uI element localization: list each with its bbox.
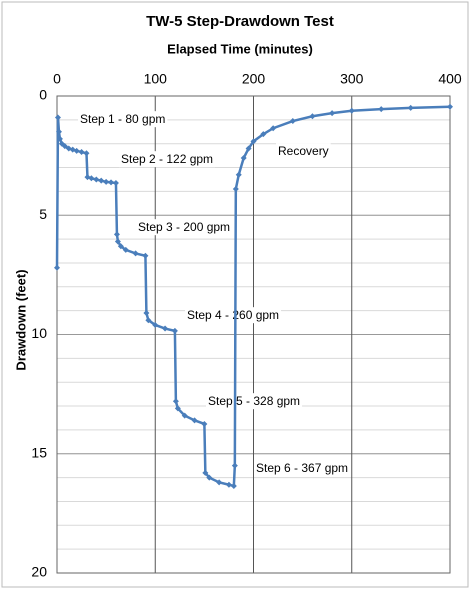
- data-point: [54, 264, 60, 271]
- data-point: [117, 243, 124, 250]
- y-tick-label: 15: [31, 444, 47, 460]
- data-point: [216, 479, 223, 486]
- annotation: Step 3 - 200 gpm: [138, 220, 230, 234]
- data-point: [191, 417, 198, 424]
- data-point: [93, 176, 100, 183]
- y-tick-label: 10: [31, 325, 47, 341]
- data-point: [231, 462, 238, 469]
- x-tick-label: 300: [340, 71, 364, 87]
- data-point: [172, 398, 179, 405]
- data-point: [145, 317, 152, 324]
- data-point: [113, 231, 120, 238]
- x-tick-label: 100: [144, 71, 168, 87]
- chart-title: TW-5 Step-Drawdown Test: [146, 13, 334, 30]
- x-tick-label: 200: [242, 71, 266, 87]
- data-point: [98, 177, 105, 184]
- data-point: [73, 147, 80, 154]
- data-point: [56, 135, 63, 142]
- data-point: [348, 107, 355, 114]
- y-tick-label: 5: [39, 206, 47, 222]
- annotation-bg: [254, 460, 351, 477]
- data-point: [407, 104, 414, 111]
- data-point: [202, 469, 209, 476]
- annotation-bg: [276, 143, 331, 160]
- data-point: [232, 186, 239, 193]
- annotation-bg: [206, 393, 303, 410]
- annotation-bg: [185, 307, 282, 324]
- x-tick-label: 400: [438, 71, 462, 87]
- data-point: [206, 474, 213, 481]
- data-point: [108, 179, 115, 186]
- data-point: [289, 118, 296, 125]
- x-tick-label: 0: [53, 71, 61, 87]
- data-point: [88, 175, 95, 182]
- y-tick-label: 20: [31, 564, 47, 580]
- data-point: [329, 110, 336, 117]
- annotation: Step 2 - 122 gpm: [121, 152, 213, 166]
- data-point: [309, 113, 316, 120]
- data-point: [174, 405, 181, 412]
- annotation: Recovery: [278, 144, 329, 158]
- data-point: [230, 482, 237, 489]
- data-point: [270, 125, 277, 132]
- data-point: [171, 327, 178, 334]
- data-point: [55, 128, 62, 135]
- annotation: Step 6 - 367 gpm: [256, 461, 348, 475]
- data-point: [240, 155, 247, 162]
- data-point: [245, 145, 252, 152]
- data-point: [260, 131, 267, 138]
- annotation: Step 1 - 80 gpm: [80, 112, 165, 126]
- data-point: [250, 138, 257, 145]
- data-point: [83, 150, 90, 157]
- annotation: Step 5 - 328 gpm: [208, 394, 300, 408]
- data-point: [78, 149, 85, 156]
- data-point: [132, 250, 139, 257]
- data-point: [61, 143, 68, 150]
- annotation: Step 4 - 260 gpm: [187, 308, 279, 322]
- data-point: [447, 103, 453, 110]
- data-point: [143, 310, 150, 317]
- data-point: [201, 420, 208, 427]
- annotation-bg: [136, 219, 233, 236]
- y-axis-title: Drawdown (feet): [13, 269, 28, 370]
- data-point: [378, 106, 385, 113]
- data-point: [142, 252, 149, 259]
- data-point: [235, 171, 242, 178]
- data-point: [181, 412, 188, 419]
- y-tick-label: 0: [39, 87, 47, 103]
- annotation-bg: [119, 151, 216, 168]
- annotation-bg: [78, 111, 168, 128]
- x-axis-title: Elapsed Time (minutes): [167, 41, 313, 56]
- data-point: [152, 321, 159, 328]
- data-point: [114, 238, 121, 245]
- data-point: [122, 246, 129, 253]
- data-point: [162, 325, 169, 332]
- data-point: [54, 114, 61, 121]
- data-point: [225, 481, 232, 488]
- data-point: [103, 178, 110, 185]
- plot-border: [56, 95, 451, 574]
- data-point: [112, 180, 119, 187]
